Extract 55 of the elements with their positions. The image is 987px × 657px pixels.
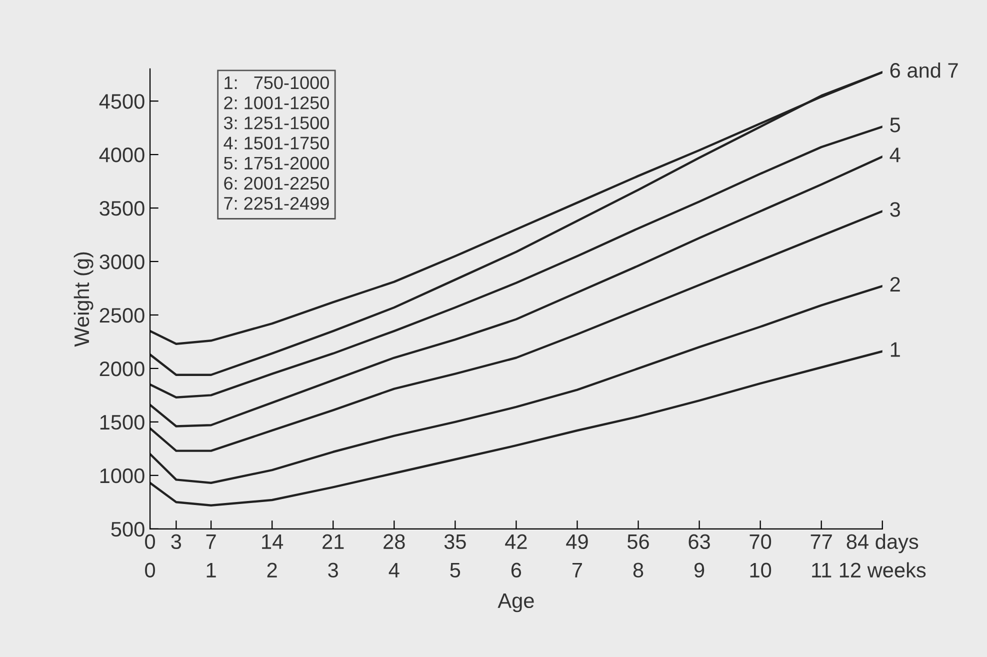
x-tick-label: 7 [206, 534, 216, 549]
x2-tick-label: 6 [511, 562, 522, 578]
y-tick-label: 4500 [99, 94, 144, 109]
x2-tick-label: 0 [145, 562, 156, 578]
series-label: 5 [890, 118, 900, 132]
x2-tick-label: 3 [328, 562, 338, 578]
x-tick-label: 21 [322, 534, 344, 549]
x-tick-label: 84 days [846, 534, 918, 554]
y-tick-label: 1000 [100, 468, 144, 484]
series-label: 2 [890, 276, 900, 292]
line-series [150, 284, 882, 484]
x2-tick-label: 9 [694, 562, 704, 578]
annotation: 1: 750-1000 [224, 76, 329, 90]
line-series [150, 350, 882, 506]
y-axis-title: Weight (g) [74, 252, 94, 347]
y-tick-label: 3000 [100, 254, 144, 270]
x-tick-label: 42 [505, 534, 527, 549]
x-tick-label: 14 [262, 534, 284, 549]
x-tick-label: 0 [145, 534, 156, 550]
line-series [150, 156, 882, 428]
x-tick-label: 28 [384, 534, 405, 550]
series-label: 4 [890, 148, 900, 162]
series-label: 3 [890, 202, 900, 217]
annotation: 4: 1501-1750 [224, 136, 329, 150]
series-label: 6 and 7 [890, 62, 958, 78]
x2-tick-label: 11 [812, 562, 832, 578]
annotation: 2: 1001-1250 [224, 96, 329, 110]
x-tick-label: 3 [171, 534, 182, 550]
x-tick-label: 70 [750, 534, 772, 550]
y-tick-label: 2000 [100, 361, 144, 376]
series-label: 1 [890, 342, 900, 357]
annotation: 3: 1251-1500 [224, 116, 329, 130]
x2-tick-label: 2 [267, 562, 277, 578]
x2-tick-label: 10 [750, 562, 772, 578]
x-tick-label: 77 [810, 534, 832, 549]
annotation: 7: 2251-2499 [224, 196, 329, 210]
y-tick-label: 500 [111, 522, 144, 537]
x-tick-label: 56 [628, 534, 649, 550]
y-tick-label: 1500 [100, 414, 144, 430]
x-tick-label: 63 [688, 534, 710, 550]
x2-tick-label: 4 [388, 562, 400, 578]
y-tick-label: 3500 [100, 201, 144, 216]
x-axis-title: Age [498, 594, 534, 612]
y-tick-label: 2500 [100, 308, 144, 323]
x-tick-label: 49 [566, 534, 588, 550]
x2-tick-label: 8 [633, 562, 644, 578]
x2-tick-label: 5 [450, 562, 460, 578]
annotation: 6: 2001-2250 [224, 176, 329, 190]
x2-tick-label: 12 weeks [840, 562, 926, 578]
x2-tick-label: 1 [206, 562, 216, 578]
y-tick-label: 4000 [99, 148, 144, 162]
annotation: 5: 1751-2000 [224, 156, 329, 170]
line-series [150, 210, 882, 452]
x2-tick-label: 7 [572, 562, 582, 578]
x-tick-label: 35 [444, 534, 466, 550]
